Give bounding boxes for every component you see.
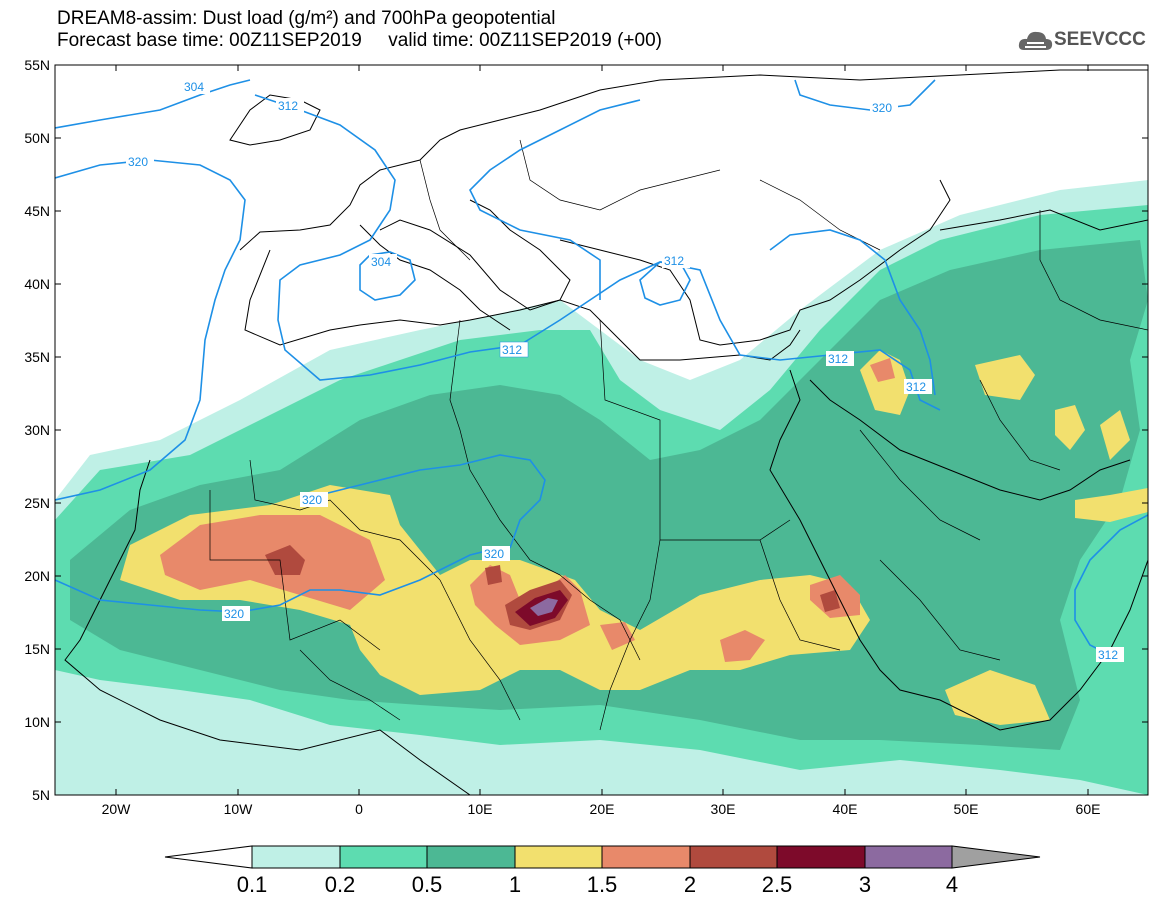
seevccc-logo: SEEVCCC — [1018, 26, 1158, 56]
lat-label-50n: 50N — [24, 130, 50, 146]
lat-label-35n: 35N — [24, 349, 50, 365]
cloud-icon — [1018, 31, 1053, 50]
colorbar-swatch-0.2 — [339, 845, 428, 869]
colorbar-tick-2: 2 — [684, 872, 696, 897]
dust-band-1.5 — [160, 358, 895, 662]
lon-label-50e: 50E — [954, 801, 979, 817]
svg-text:320: 320 — [128, 155, 148, 169]
map-title: DREAM8-assim: Dust load (g/m²) and 700hP… — [57, 8, 556, 29]
svg-text:312: 312 — [664, 254, 684, 268]
contour-label-312e: 312 — [904, 379, 932, 394]
colorbar-swatch-1 — [514, 845, 603, 869]
geopotential-contours — [55, 79, 1148, 656]
colorbar-tick-1: 1 — [509, 872, 521, 897]
lon-label-40e: 40E — [833, 801, 858, 817]
latitude-axis: 55N 50N 45N 40N 35N 30N 25N 20N 15N 10N … — [24, 57, 1148, 803]
contour-label-312f: 312 — [1096, 647, 1124, 662]
contour-label-312c: 312 — [499, 341, 529, 358]
dust-fields — [55, 180, 1148, 795]
contour-label-320e: 320 — [222, 606, 250, 621]
contour-label-312b: 312 — [662, 253, 690, 268]
lat-label-5n: 5N — [32, 787, 50, 803]
colorbar-tick-1.5: 1.5 — [587, 872, 618, 897]
contour-label-312a: 312 — [276, 98, 304, 113]
colorbar-swatch-0.1 — [251, 845, 341, 869]
colorbar-tick-0.2: 0.2 — [325, 872, 356, 897]
svg-text:312: 312 — [828, 352, 848, 366]
colorbar-tick-2.5: 2.5 — [762, 872, 793, 897]
svg-text:312: 312 — [502, 343, 522, 357]
svg-text:304: 304 — [371, 255, 391, 269]
forecast-time-line: Forecast base time: 00Z11SEP2019 valid t… — [57, 30, 662, 51]
logo-text: SEEVCCC — [1054, 29, 1146, 50]
dust-band-2 — [265, 545, 840, 630]
contour-label-320a: 320 — [126, 154, 154, 169]
lat-label-40n: 40N — [24, 276, 50, 292]
colorbar-swatch-1.5 — [601, 845, 691, 869]
contour-label-320c: 320 — [300, 492, 328, 507]
svg-text:320: 320 — [484, 547, 504, 561]
lat-label-30n: 30N — [24, 422, 50, 438]
lat-label-15n: 15N — [24, 641, 50, 657]
lon-label-0: 0 — [355, 801, 363, 817]
longitude-axis: 20W 10W 0 10E 20E 30E 40E 50E 60E — [102, 65, 1101, 817]
lon-label-10e: 10E — [468, 801, 493, 817]
svg-text:312: 312 — [1098, 648, 1118, 662]
colorbar: 0.1 0.2 0.5 1 1.5 2 2.5 3 4 — [164, 845, 1041, 897]
country-borders — [209, 139, 1148, 731]
colorbar-over-arrow — [951, 845, 1041, 869]
lon-label-10w: 10W — [224, 801, 254, 817]
svg-text:312: 312 — [278, 99, 298, 113]
dust-band-1-east — [860, 350, 1148, 725]
dust-band-3 — [530, 598, 558, 616]
colorbar-tick-0.1: 0.1 — [237, 872, 268, 897]
contour-label-312d: 312 — [826, 351, 854, 366]
lat-label-10n: 10N — [24, 714, 50, 730]
contour-label-320b: 320 — [870, 100, 898, 115]
colorbar-swatch-3 — [864, 845, 953, 869]
colorbar-tick-3: 3 — [859, 872, 871, 897]
lon-label-60e: 60E — [1076, 801, 1101, 817]
svg-text:320: 320 — [302, 493, 322, 507]
contour-label-320d: 320 — [482, 546, 510, 561]
svg-text:320: 320 — [224, 607, 244, 621]
colorbar-tick-4: 4 — [946, 872, 958, 897]
svg-text:320: 320 — [872, 101, 892, 115]
colorbar-swatch-2 — [689, 845, 778, 869]
svg-text:304: 304 — [184, 80, 204, 94]
lat-label-25n: 25N — [24, 495, 50, 511]
lat-label-45n: 45N — [24, 203, 50, 219]
contour-labels: 304 312 320 320 304 312 312 312 — [126, 79, 1124, 662]
contour-label-304b: 304 — [369, 254, 397, 269]
lon-label-20e: 20E — [590, 801, 615, 817]
colorbar-under-arrow — [164, 845, 253, 869]
colorbar-swatch-2.5 — [776, 845, 866, 869]
lon-label-20w: 20W — [102, 801, 132, 817]
svg-text:312: 312 — [906, 380, 926, 394]
lat-label-20n: 20N — [24, 568, 50, 584]
lon-label-30e: 30E — [711, 801, 736, 817]
contour-label-304a: 304 — [182, 79, 210, 94]
colorbar-tick-0.5: 0.5 — [412, 872, 443, 897]
colorbar-swatch-0.5 — [426, 845, 516, 869]
lat-label-55n: 55N — [24, 57, 50, 73]
